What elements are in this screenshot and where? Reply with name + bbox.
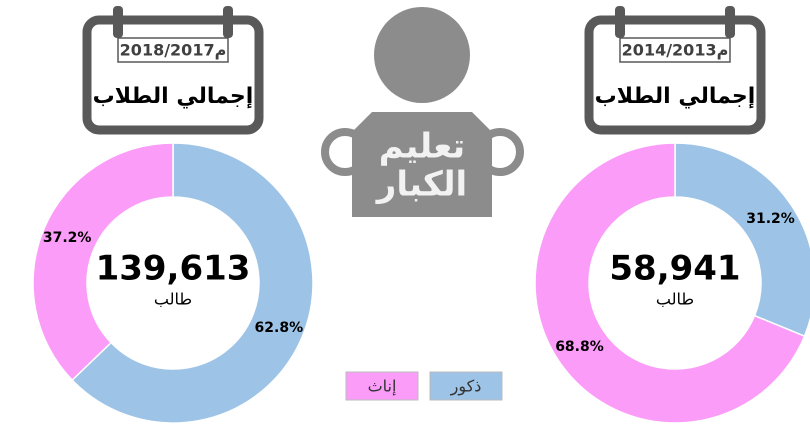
calendar-ring [725,6,735,38]
icon-book [352,112,492,217]
calendar-frame [584,15,766,135]
period-box [619,37,731,63]
icon-head [374,7,470,103]
icon-hand [321,128,369,176]
calendar: 2014/2013م إجمالي الطلاب [584,6,766,135]
total: 139,613 [96,249,251,289]
legend-label: ذكور [450,377,482,397]
period-box [117,37,229,63]
value-label: 31.2% [746,211,795,227]
value-label: 62.8% [255,320,304,336]
icon-text: الكبار [375,165,467,205]
calendar-ring [113,6,123,38]
value-label: 68.8% [555,339,604,355]
calendar-ring [615,6,625,38]
legend-swatch [345,371,419,401]
calendar-ring [223,6,233,38]
legend-label: إناث [368,377,397,396]
donut-segment [71,142,314,424]
legend-swatch [429,371,503,401]
donut-segment [534,142,806,424]
icon-text: تعليم [379,127,465,167]
calendar-frame [82,15,264,135]
legend: ذكور إناث [345,371,503,401]
adult-education-icon: تعليم الكبار [321,7,524,217]
unit: طالب [154,290,192,309]
period: 2018/2017م [120,41,227,60]
calendar: 2018/2017م إجمالي الطلاب [82,6,264,135]
period: 2014/2013م [622,41,729,60]
value-label: 37.2% [43,230,92,246]
heading: إجمالي الطلاب [595,84,756,109]
heading: إجمالي الطلاب [93,84,254,109]
donut-segment [32,142,174,382]
total: 58,941 [609,249,740,289]
icon-hand [476,128,524,176]
unit: طالب [656,290,694,309]
donut-segment [674,142,810,338]
